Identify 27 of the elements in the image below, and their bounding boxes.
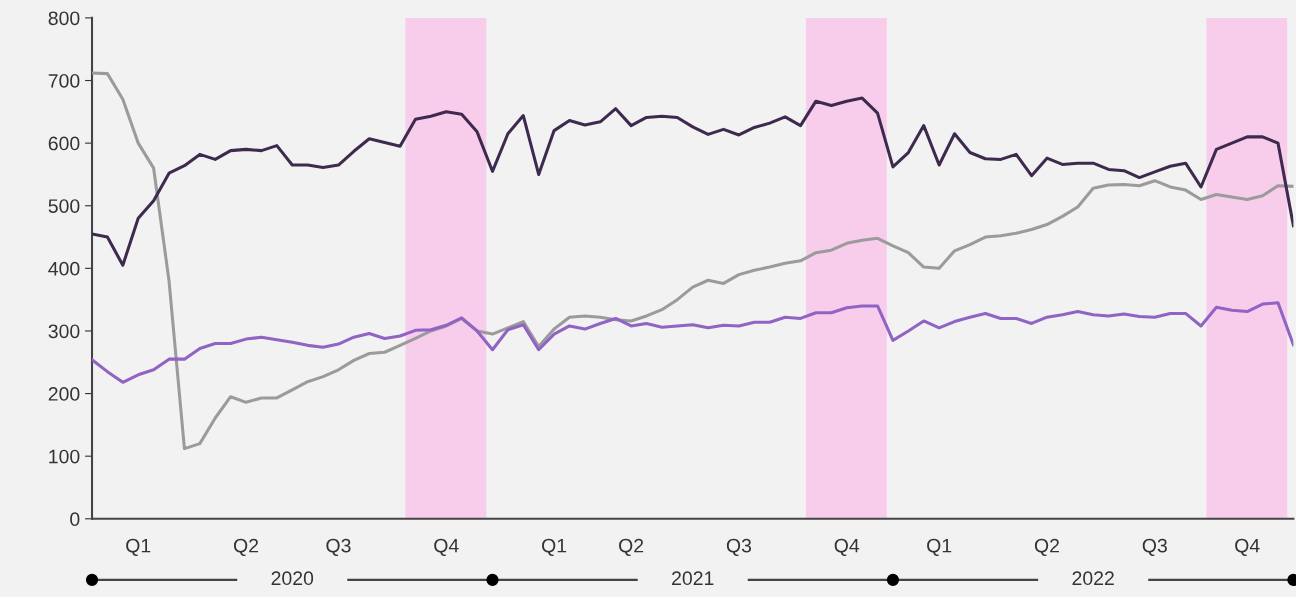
y-tick-label: 600 <box>48 136 80 151</box>
x-tick-label: Q3 <box>326 538 351 556</box>
x-tick-label: Q1 <box>542 538 567 556</box>
y-tick-label: 0 <box>70 512 80 527</box>
text: 2021 <box>672 571 714 586</box>
x-tick-label: Q1 <box>927 538 952 556</box>
x-tick-label: Q2 <box>619 538 644 556</box>
y-tick-label: 300 <box>48 324 80 339</box>
y-tick-label: 200 <box>48 387 80 401</box>
text: 2022 <box>1072 571 1114 586</box>
text: 2020 <box>271 571 314 586</box>
x-tick-label: Q1 <box>126 538 151 556</box>
line-series <box>92 301 1294 384</box>
x-tick-label: Q2 <box>233 538 259 556</box>
y-tick-label: 400 <box>48 261 80 276</box>
x-tick-label: Q3 <box>726 538 752 556</box>
y-tick-label: 500 <box>48 199 80 213</box>
y-tick-label: 700 <box>48 73 80 88</box>
x-tick-label: Q4 <box>1235 538 1260 556</box>
x-tick-label: Q4 <box>434 538 459 556</box>
line-series <box>92 71 1294 451</box>
y-tick-label: 800 <box>48 11 80 26</box>
line-series <box>92 96 1294 267</box>
y-tick-label: 100 <box>49 449 80 464</box>
x-tick-label: Q4 <box>834 538 860 556</box>
x-tick-label: Q2 <box>1034 538 1059 556</box>
x-tick-label: Q3 <box>1142 538 1167 556</box>
